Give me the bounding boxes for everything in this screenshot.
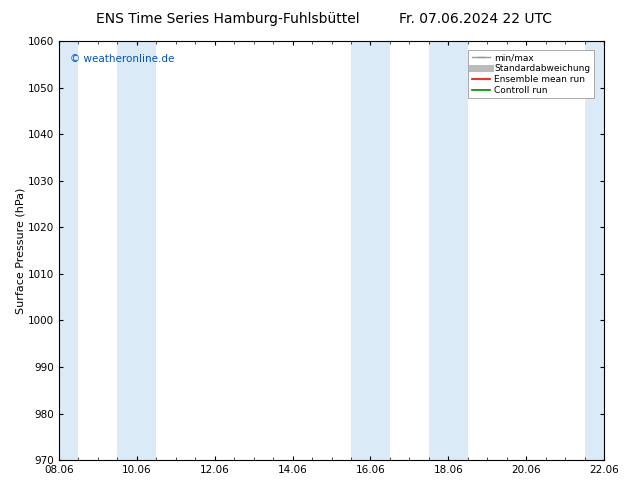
Bar [429,41,468,460]
Bar [351,41,390,460]
Legend: min/max, Standardabweichung, Ensemble mean run, Controll run: min/max, Standardabweichung, Ensemble me… [469,50,594,98]
Bar [117,41,156,460]
Bar [59,41,79,460]
Text: Fr. 07.06.2024 22 UTC: Fr. 07.06.2024 22 UTC [399,12,552,26]
Text: © weatheronline.de: © weatheronline.de [70,53,174,64]
Text: ENS Time Series Hamburg-Fuhlsbüttel: ENS Time Series Hamburg-Fuhlsbüttel [96,12,360,26]
Y-axis label: Surface Pressure (hPa): Surface Pressure (hPa) [15,187,25,314]
Bar [585,41,604,460]
